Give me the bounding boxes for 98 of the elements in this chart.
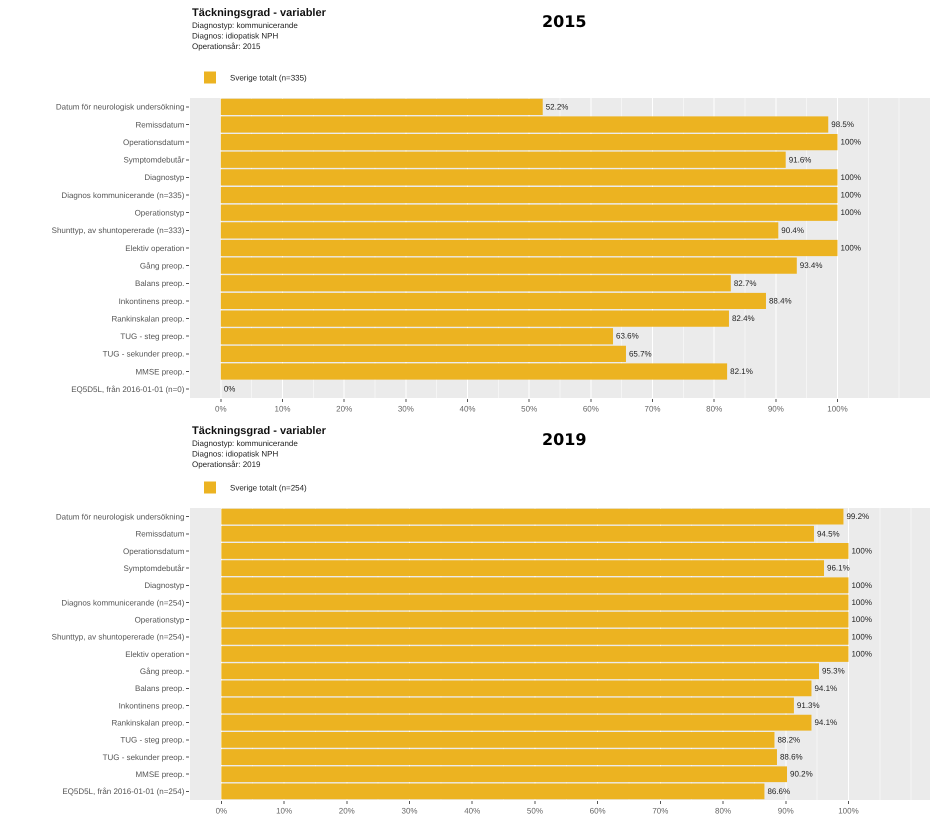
y-tick-label: Rankinskalan preop. [111, 718, 184, 728]
legend-label: Sverige totalt (n=335) [230, 74, 308, 83]
text: 2019 [542, 430, 587, 449]
y-tick-label: Diagnostyp [144, 173, 185, 182]
y-tick-label: Balans preop. [135, 684, 184, 694]
y-tick-label: EQ5D5L, från 2016-01-01 (n=0) [71, 384, 185, 394]
chart-subtitle: Diagnostyp: kommunicerande Diagnos: idiopatisk NPH Operationsår: 2015 [192, 21, 298, 51]
data-label: 100% [851, 598, 872, 607]
y-tick-label: Balans preop. [135, 279, 184, 288]
data-label: 100% [840, 190, 861, 200]
y-tick-label: Elektiv operation [125, 650, 184, 659]
data-label: 100% [851, 650, 872, 658]
x-tick-label: 50% [526, 806, 543, 816]
y-tick-label: Remissdatum [135, 530, 185, 539]
y-tick-label: Gång preop. [140, 666, 184, 676]
y-tick-label: MMSE preop. [135, 367, 184, 376]
y-tick-label: Datum för neurologisk undersökning [56, 512, 184, 522]
x-tick-label: 60% [590, 806, 606, 816]
x-tick-label: 30% [401, 806, 418, 816]
y-tick-label: TUG - sekunder preop. [102, 350, 184, 359]
data-label: 82.1% [730, 367, 753, 376]
chart-subtitle: Diagnostyp: kommunicerande Diagnos: idiopatisk NPH Operationsår: 2019 [192, 439, 298, 469]
y-tick-label: Symptomdebutår [123, 564, 185, 573]
data-label: 88.6% [780, 752, 803, 762]
data-label: 88.4% [768, 296, 792, 306]
x-tick-label: 30% [398, 404, 414, 414]
y-tick-label: Shunttyp, av shuntopererade (n=254) [52, 632, 185, 642]
x-tick-label: 10% [276, 806, 292, 816]
y-tick-label: Operationsdatum [123, 138, 185, 147]
x-tick-label: 70% [644, 404, 661, 414]
data-label: 90.2% [790, 770, 813, 779]
data-label: 52.2% [546, 102, 568, 112]
x-tick-label: 80% [706, 404, 722, 414]
data-label: 100% [840, 208, 861, 218]
y-tick-label: Remissdatum [135, 120, 185, 130]
data-label: 91.6% [788, 155, 812, 164]
data-label: 98.5% [831, 120, 854, 129]
data-label: 94.1% [814, 684, 838, 693]
text: 2015 [542, 12, 587, 31]
data-label: 93.4% [800, 261, 822, 270]
y-tick-label: TUG - steg preop. [120, 736, 184, 745]
data-label: 96.1% [827, 564, 850, 573]
y-tick-label: Rankinskalan preop. [111, 314, 184, 324]
y-tick-label: Diagnos kommunicerande (n=254) [61, 598, 185, 608]
chart-title: Täckningsgrad - variabler [192, 425, 327, 437]
data-label: 100% [840, 172, 861, 182]
data-label: 100% [851, 632, 872, 642]
x-tick-label: 60% [582, 404, 599, 414]
x-tick-label: 40% [459, 404, 476, 414]
y-tick-label: Shunttyp, av shuntopererade (n=333) [52, 226, 185, 236]
x-tick-label: 20% [338, 806, 355, 816]
data-label: 90.4% [781, 226, 804, 235]
x-tick-label: 100% [827, 404, 848, 414]
y-tick-label: Operationstyp [134, 208, 185, 218]
y-tick-label: Gång preop. [140, 261, 184, 270]
data-label: 63.6% [616, 332, 639, 341]
data-label: 88.2% [777, 735, 800, 744]
y-tick-label: EQ5D5L, från 2016-01-01 (n=254) [62, 787, 185, 796]
y-tick-label: TUG - steg preop. [120, 332, 184, 342]
data-label: 94.5% [816, 529, 840, 538]
x-tick-label: 0% [216, 806, 228, 816]
y-tick-label: Inkontinens preop. [118, 296, 184, 306]
y-tick-label: Diagnos kommunicerande (n=335) [61, 190, 185, 200]
x-tick-label: 50% [521, 404, 538, 414]
x-tick-label: 0% [215, 404, 227, 414]
data-label: 86.6% [767, 786, 790, 796]
data-label: 65.7% [628, 349, 652, 358]
data-label: 99.2% [846, 512, 870, 522]
y-tick-label: TUG - sekunder preop. [102, 752, 184, 762]
legend-label: Sverige totalt (n=254) [230, 484, 308, 493]
data-label: 100% [840, 138, 861, 147]
data-label: 0% [224, 384, 236, 394]
y-tick-label: Symptomdebutår [123, 156, 185, 165]
y-tick-label: Inkontinens preop. [118, 701, 184, 710]
x-tick-label: 90% [778, 806, 794, 816]
y-tick-label: Diagnostyp [144, 581, 185, 590]
data-label: 100% [851, 615, 872, 624]
y-tick-label: MMSE preop. [135, 770, 184, 780]
y-tick-label: Operationsdatum [123, 546, 185, 556]
data-label: 82.4% [732, 314, 755, 324]
data-label: 91.3% [796, 701, 820, 710]
x-tick-label: 10% [274, 404, 291, 414]
x-tick-label: 90% [768, 404, 784, 414]
x-tick-label: 100% [838, 806, 859, 816]
data-label: 100% [851, 580, 872, 590]
chart-title: Täckningsgrad - variabler [192, 7, 327, 19]
data-label: 100% [840, 244, 861, 252]
data-label: 100% [851, 546, 872, 556]
data-label: 94.1% [814, 718, 838, 728]
y-tick-label: Datum för neurologisk undersökning [56, 102, 184, 112]
x-tick-label: 70% [652, 806, 668, 816]
y-tick-label: Operationstyp [134, 615, 185, 624]
y-tick-label: Elektiv operation [125, 244, 184, 253]
data-label: 95.3% [822, 666, 845, 676]
x-tick-label: 40% [464, 806, 480, 816]
x-tick-label: 80% [715, 806, 732, 816]
data-label: 82.7% [734, 278, 757, 288]
x-tick-label: 20% [336, 404, 352, 414]
